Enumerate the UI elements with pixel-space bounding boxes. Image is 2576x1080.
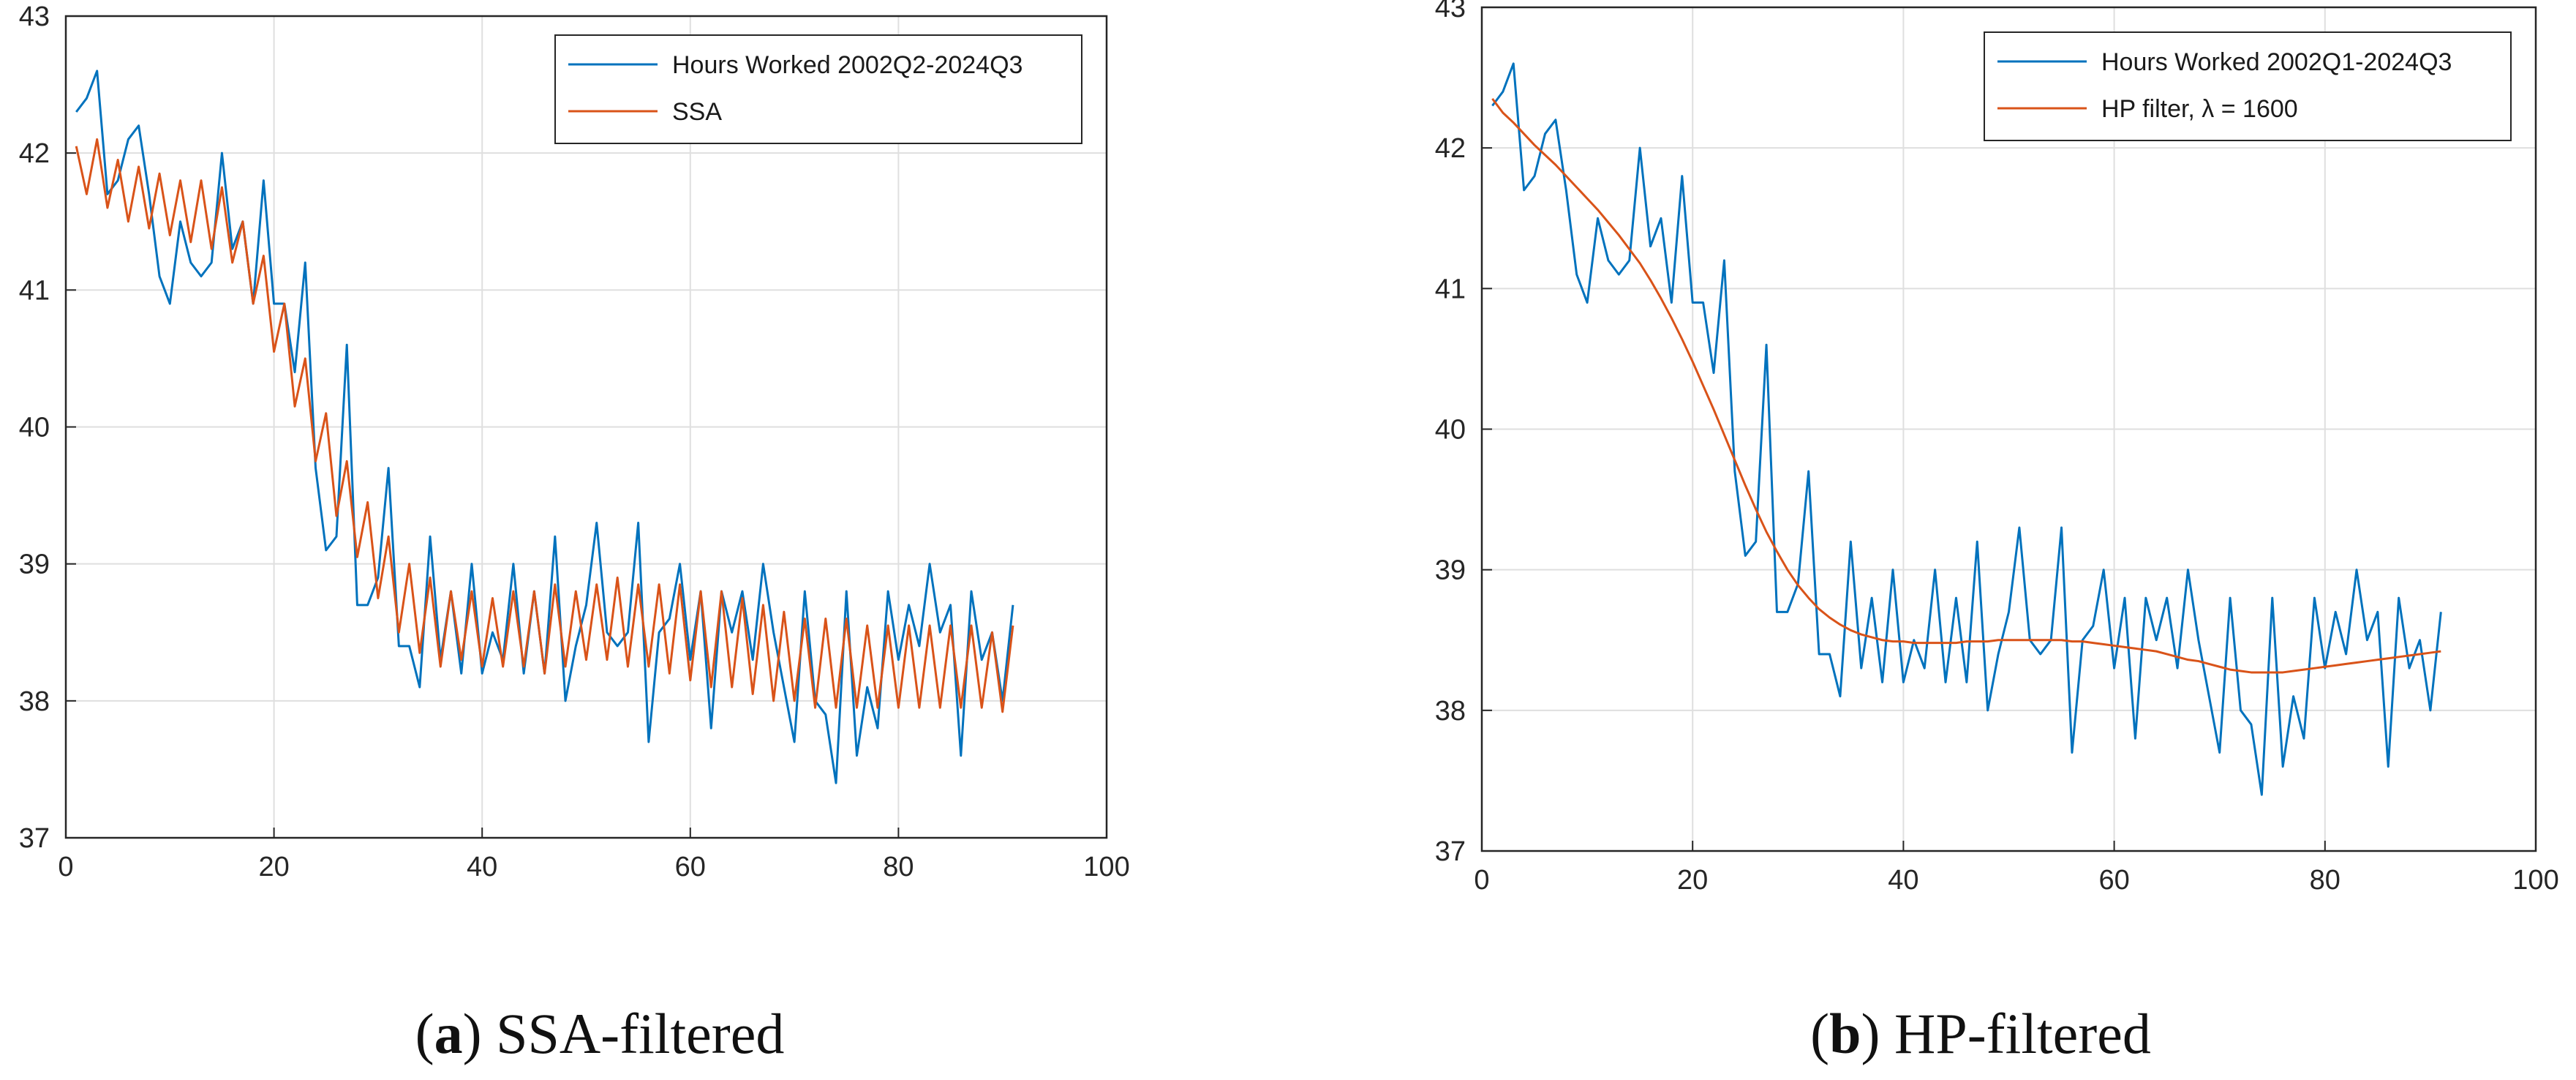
caption-b-text: HP-filtered (1894, 1002, 2151, 1065)
x-tick-label-a-1: 20 (258, 852, 289, 882)
x-tick-label-b-3: 60 (2098, 865, 2129, 896)
y-tick-label-a-5: 42 (19, 138, 50, 169)
legend-box-b (1984, 31, 2512, 141)
y-tick-label-a-6: 43 (19, 1, 50, 32)
x-tick-label-a-0: 0 (58, 852, 73, 882)
legend-box-a (554, 34, 1082, 144)
y-tick-label-b-6: 43 (1435, 0, 1466, 23)
series-line-a-1 (75, 138, 1014, 713)
legend-label-b-1: HP filter, λ = 1600 (2101, 95, 2298, 123)
x-tick-label-b-2: 40 (1888, 865, 1918, 896)
legend-label-a-1: SSA (672, 98, 722, 126)
series-line-b-1 (1491, 98, 2441, 674)
y-tick-label-a-3: 40 (19, 413, 50, 443)
y-tick-label-b-1: 38 (1435, 696, 1466, 727)
series-line-b-0 (1491, 62, 2442, 796)
caption-a: (a) SSA-filtered (415, 1002, 785, 1065)
x-tick-label-a-4: 80 (883, 852, 914, 882)
x-tick-label-a-3: 60 (675, 852, 706, 882)
y-tick-label-a-0: 37 (19, 823, 50, 854)
x-tick-label-b-1: 20 (1677, 865, 1708, 896)
y-tick-label-b-0: 37 (1435, 836, 1466, 867)
y-tick-label-a-1: 38 (19, 686, 50, 717)
caption-b: (b) HP-filtered (1810, 1002, 2151, 1065)
chart-panel-a: 0 20 40 60 80 100 37 38 39 40 41 42 43 Hours Worked 2… (19, 1, 1130, 882)
y-tick-label-b-2: 39 (1435, 555, 1466, 586)
x-tick-label-b-4: 80 (2310, 865, 2340, 896)
x-tick-label-b-0: 0 (1474, 865, 1489, 896)
y-tick-label-a-2: 39 (19, 550, 50, 580)
legend-label-a-0: Hours Worked 2002Q2-2024Q3 (672, 51, 1023, 79)
x-tick-label-a-5: 100 (1083, 852, 1129, 882)
caption-a-letter: a (434, 1002, 463, 1065)
y-tick-label-b-5: 42 (1435, 133, 1466, 164)
caption-b-letter: b (1829, 1002, 1861, 1065)
y-tick-label-b-3: 40 (1435, 415, 1466, 446)
chart-panel-b: 0 20 40 60 80 100 37 38 39 40 41 42 43 Hours Worked 2… (1435, 0, 2559, 896)
x-tick-label-a-2: 40 (467, 852, 497, 882)
caption-a-text: SSA-filtered (496, 1002, 785, 1065)
y-tick-label-a-4: 41 (19, 275, 50, 306)
y-tick-label-b-4: 41 (1435, 274, 1466, 304)
x-tick-label-b-5: 100 (2512, 865, 2558, 896)
legend-label-b-0: Hours Worked 2002Q1-2024Q3 (2101, 48, 2452, 76)
